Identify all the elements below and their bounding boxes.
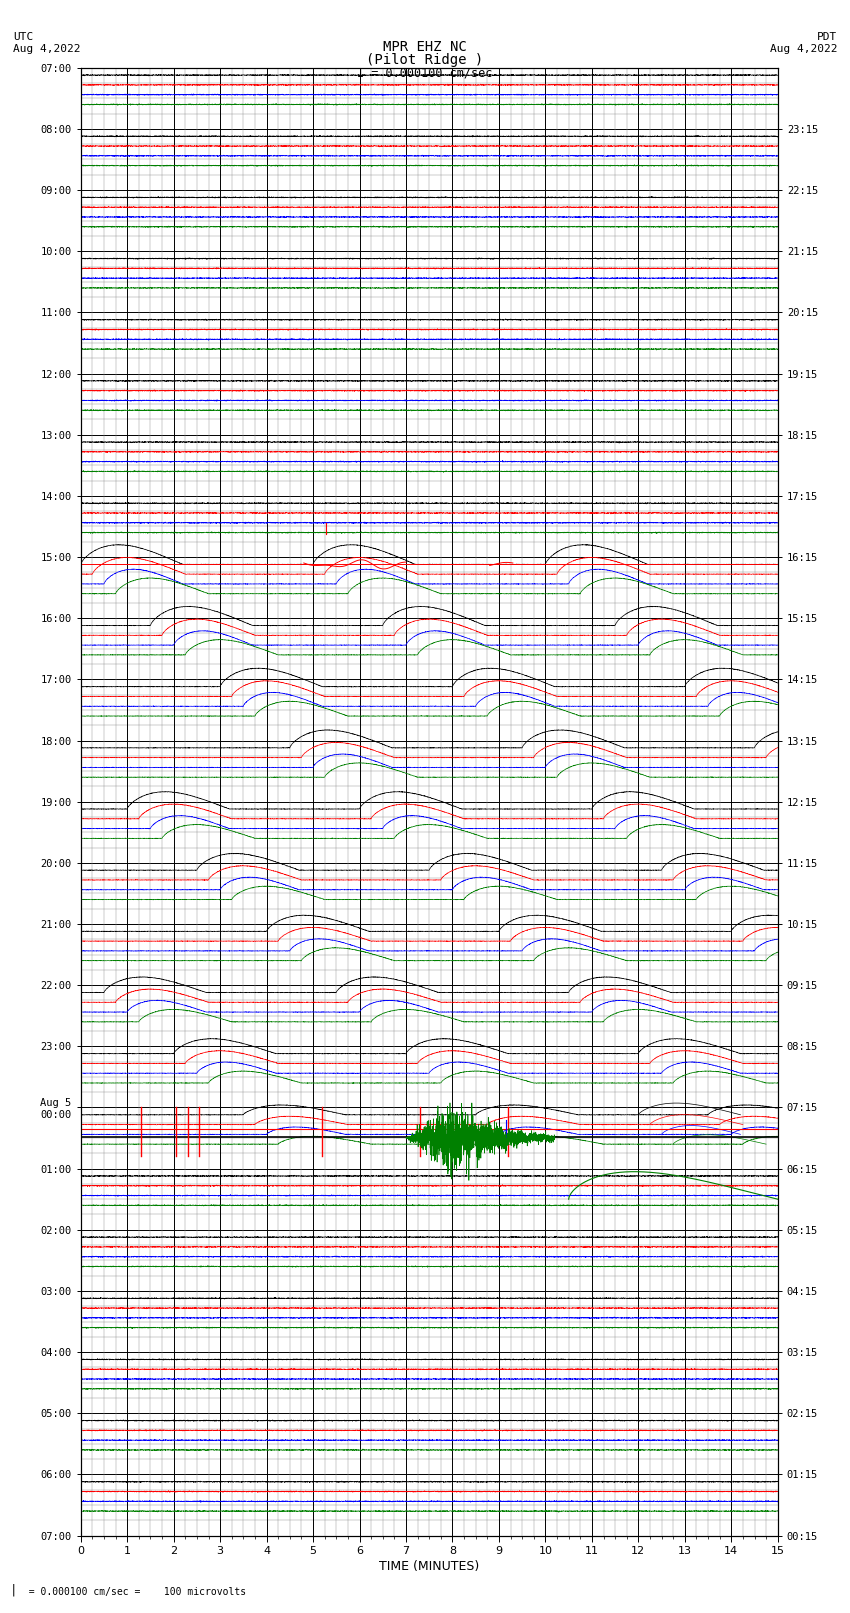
Text: Aug 4,2022: Aug 4,2022 <box>770 44 837 53</box>
X-axis label: TIME (MINUTES): TIME (MINUTES) <box>379 1560 479 1573</box>
Text: MPR EHZ NC: MPR EHZ NC <box>383 40 467 55</box>
Text: UTC: UTC <box>13 32 33 42</box>
Text: (Pilot Ridge ): (Pilot Ridge ) <box>366 53 484 68</box>
Text: PDT: PDT <box>817 32 837 42</box>
Text: I = 0.000100 cm/sec: I = 0.000100 cm/sec <box>357 66 493 79</box>
Text: |: | <box>10 1584 18 1597</box>
Text: = 0.000100 cm/sec =    100 microvolts: = 0.000100 cm/sec = 100 microvolts <box>17 1587 246 1597</box>
Text: Aug 4,2022: Aug 4,2022 <box>13 44 80 53</box>
